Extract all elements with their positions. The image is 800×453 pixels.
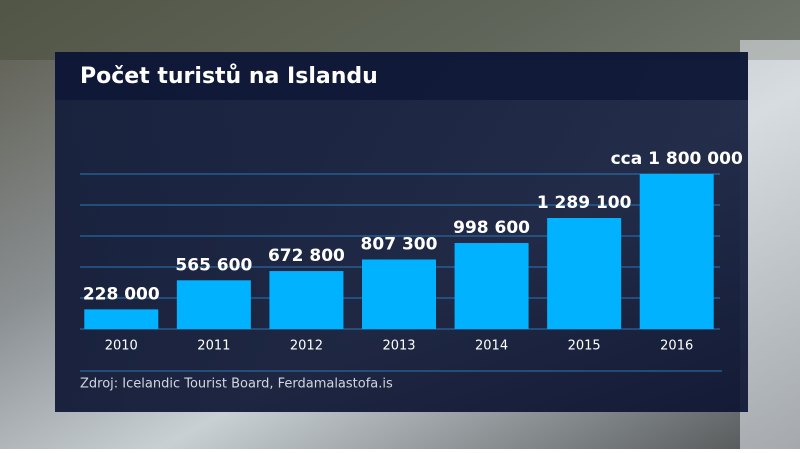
title-bar [55,52,748,100]
value-label: 565 600 [175,255,252,275]
x-tick-label: 2015 [568,339,601,354]
x-tick-label: 2012 [290,339,323,354]
x-tick-label: 2014 [475,339,508,354]
bar [362,259,436,329]
value-label: 807 300 [361,234,438,254]
bar [639,174,714,329]
source-note: Zdroj: Icelandic Tourist Board, Ferdamal… [80,377,393,392]
value-label: cca 1 800 000 [611,149,743,169]
x-tick-label: 2010 [105,339,138,354]
background-water [740,40,800,449]
value-label: 1 289 100 [537,193,632,213]
bar [84,309,159,329]
value-label: 672 800 [268,246,345,266]
x-tick-label: 2011 [197,339,230,354]
bar [454,243,529,329]
bar [269,271,344,329]
x-tick-label: 2013 [382,339,415,354]
bar [176,280,251,329]
bar [547,217,622,329]
x-tick-label: 2016 [660,339,693,354]
background-rock [0,0,800,60]
chart-title: Počet turistů na Islandu [80,64,378,89]
value-label: 998 600 [453,218,530,238]
panel [55,52,748,412]
value-label: 228 000 [83,284,160,304]
